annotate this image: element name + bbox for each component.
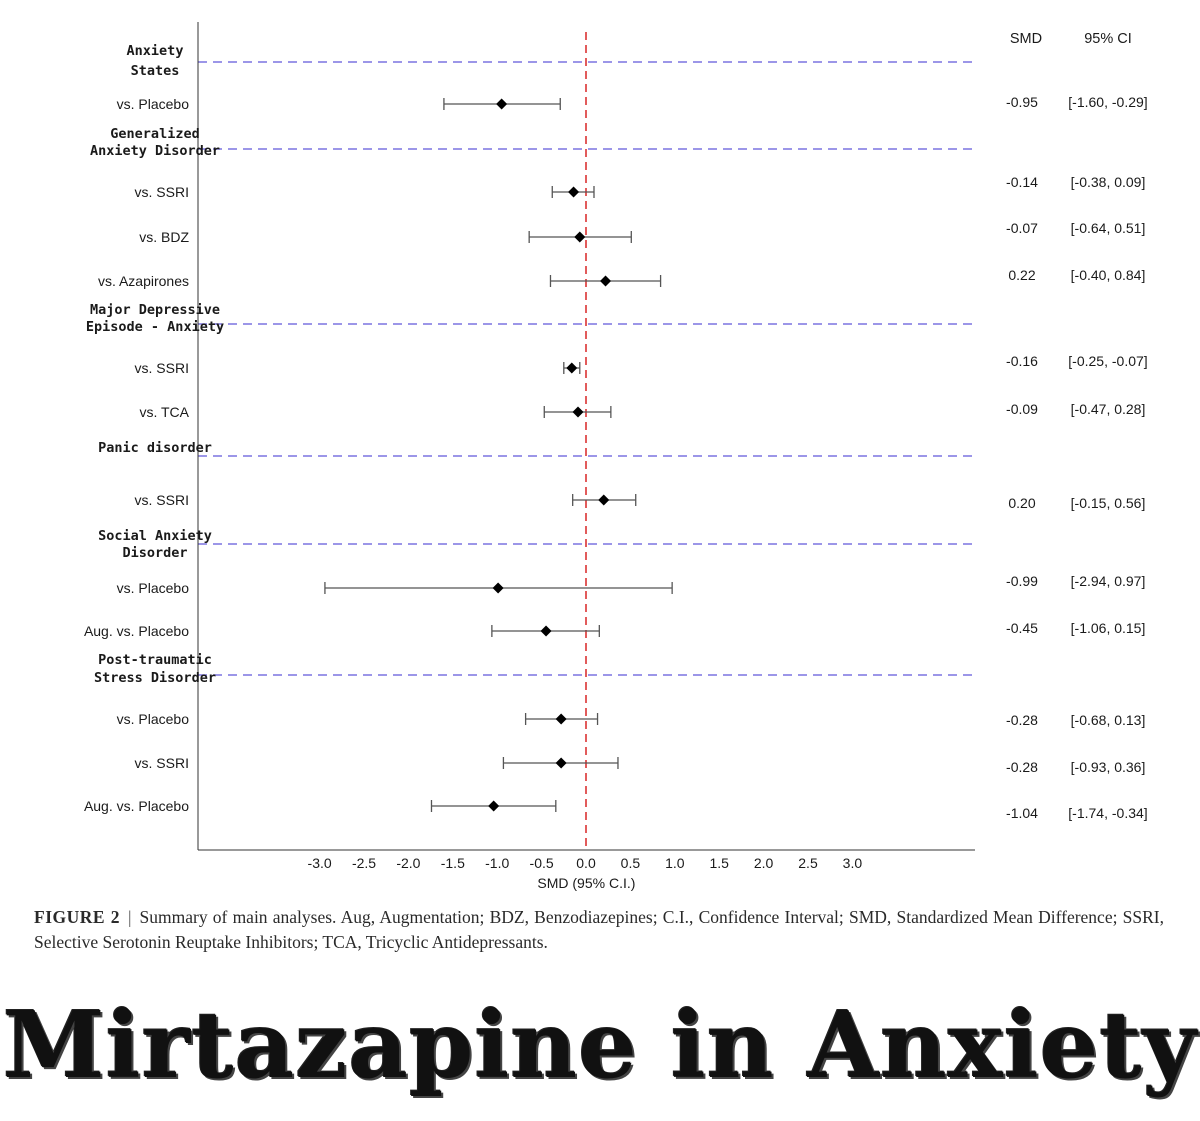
row-label: vs. Placebo: [117, 580, 190, 596]
ci-value-label: [-0.15, 0.56]: [1071, 495, 1146, 511]
caption-label: FIGURE 2: [34, 907, 121, 927]
group-title: States: [131, 63, 180, 79]
x-tick-label: -2.5: [352, 855, 376, 871]
smd-value-label: -0.09: [1006, 401, 1038, 417]
ci-value-label: [-0.40, 0.84]: [1071, 267, 1146, 283]
smd-value-label: 0.22: [1008, 267, 1035, 283]
smd-point-marker: [496, 98, 508, 110]
row-label: Aug. vs. Placebo: [84, 623, 189, 639]
x-tick-label: 1.5: [709, 855, 729, 871]
x-tick-label: -2.0: [396, 855, 420, 871]
smd-value-label: -0.16: [1006, 353, 1038, 369]
row-label: vs. SSRI: [135, 755, 189, 771]
ci-value-label: [-0.64, 0.51]: [1071, 220, 1146, 236]
caption-separator: |: [128, 907, 132, 927]
ci-value-label: [-0.93, 0.36]: [1071, 759, 1146, 775]
ci-value-label: [-0.25, -0.07]: [1068, 353, 1147, 369]
group-title: Panic disorder: [98, 440, 212, 456]
group-title: Social Anxiety: [98, 528, 212, 544]
row-label: vs. BDZ: [139, 229, 189, 245]
forest-plot: -3.0 -2.5 -2.0 -1.5 -1.0 -0.5 0.0 0.5 1.0 1.5 2.0 2…: [84, 22, 1148, 891]
title-banner: Mirtazapine in Anxiety: [0, 985, 1200, 1105]
figure-caption: FIGURE 2 | Summary of main analyses. Aug, …: [34, 905, 1164, 955]
smd-value-label: -0.14: [1006, 174, 1038, 190]
banner-title: Mirtazapine in Anxiety: [2, 991, 1198, 1099]
ci-value-label: [-1.60, -0.29]: [1068, 94, 1147, 110]
group-title: Anxiety: [127, 43, 184, 59]
x-tick-label: -0.5: [530, 855, 554, 871]
smd-value-label: -0.28: [1006, 759, 1038, 775]
ci-value-label: [-1.74, -0.34]: [1068, 805, 1147, 821]
x-axis-title: SMD (95% C.I.): [537, 875, 635, 891]
x-tick-label: -1.5: [441, 855, 465, 871]
smd-point-marker: [555, 757, 567, 769]
row-label: vs. TCA: [139, 404, 189, 420]
group-title: Episode - Anxiety: [86, 319, 224, 335]
x-tick-label: 0.5: [621, 855, 641, 871]
smd-value-label: -0.07: [1006, 220, 1038, 236]
x-tick-label: 2.5: [798, 855, 818, 871]
smd-value-label: -0.45: [1006, 620, 1038, 636]
ci-value-label: [-0.38, 0.09]: [1071, 174, 1146, 190]
smd-value-label: -0.99: [1006, 573, 1038, 589]
row-label: vs. Placebo: [117, 711, 190, 727]
x-tick-label: -1.0: [485, 855, 509, 871]
x-tick-label: 2.0: [754, 855, 774, 871]
smd-point-marker: [572, 406, 584, 418]
smd-value-label: -0.28: [1006, 712, 1038, 728]
group-title: Anxiety Disorder: [90, 143, 220, 159]
smd-point-marker: [600, 275, 612, 287]
smd-point-marker: [488, 800, 500, 812]
x-tick-label: 0.0: [576, 855, 596, 871]
row-label: vs. Azapirones: [98, 273, 189, 289]
smd-point-marker: [492, 582, 504, 594]
group-title: Generalized: [110, 126, 199, 142]
group-title: Post-traumatic: [98, 652, 212, 668]
row-label: vs. SSRI: [135, 184, 189, 200]
x-tick-label: 3.0: [843, 855, 863, 871]
ci-value-label: [-0.47, 0.28]: [1071, 401, 1146, 417]
ci-column-header: 95% CI: [1084, 31, 1132, 47]
smd-point-marker: [598, 494, 610, 506]
smd-point-marker: [574, 231, 586, 243]
row-label: vs. SSRI: [135, 492, 189, 508]
row-label: vs. Placebo: [117, 96, 190, 112]
smd-point-marker: [566, 362, 578, 374]
row-label: vs. SSRI: [135, 360, 189, 376]
x-tick-label: 1.0: [665, 855, 685, 871]
caption-text: Summary of main analyses. Aug, Augmentat…: [34, 907, 1164, 952]
smd-point-marker: [555, 713, 567, 725]
x-tick-label: -3.0: [308, 855, 332, 871]
smd-column-header: SMD: [1010, 31, 1042, 47]
group-title: Major Depressive: [90, 302, 220, 318]
row-label: Aug. vs. Placebo: [84, 798, 189, 814]
group-title: Stress Disorder: [94, 670, 216, 686]
group-title: Disorder: [122, 545, 187, 561]
smd-value-label: -0.95: [1006, 94, 1038, 110]
ci-value-label: [-1.06, 0.15]: [1071, 620, 1146, 636]
smd-point-marker: [568, 186, 580, 198]
ci-value-label: [-0.68, 0.13]: [1071, 712, 1146, 728]
smd-value-label: 0.20: [1008, 495, 1035, 511]
ci-value-label: [-2.94, 0.97]: [1071, 573, 1146, 589]
smd-point-marker: [540, 625, 552, 637]
smd-value-label: -1.04: [1006, 805, 1038, 821]
